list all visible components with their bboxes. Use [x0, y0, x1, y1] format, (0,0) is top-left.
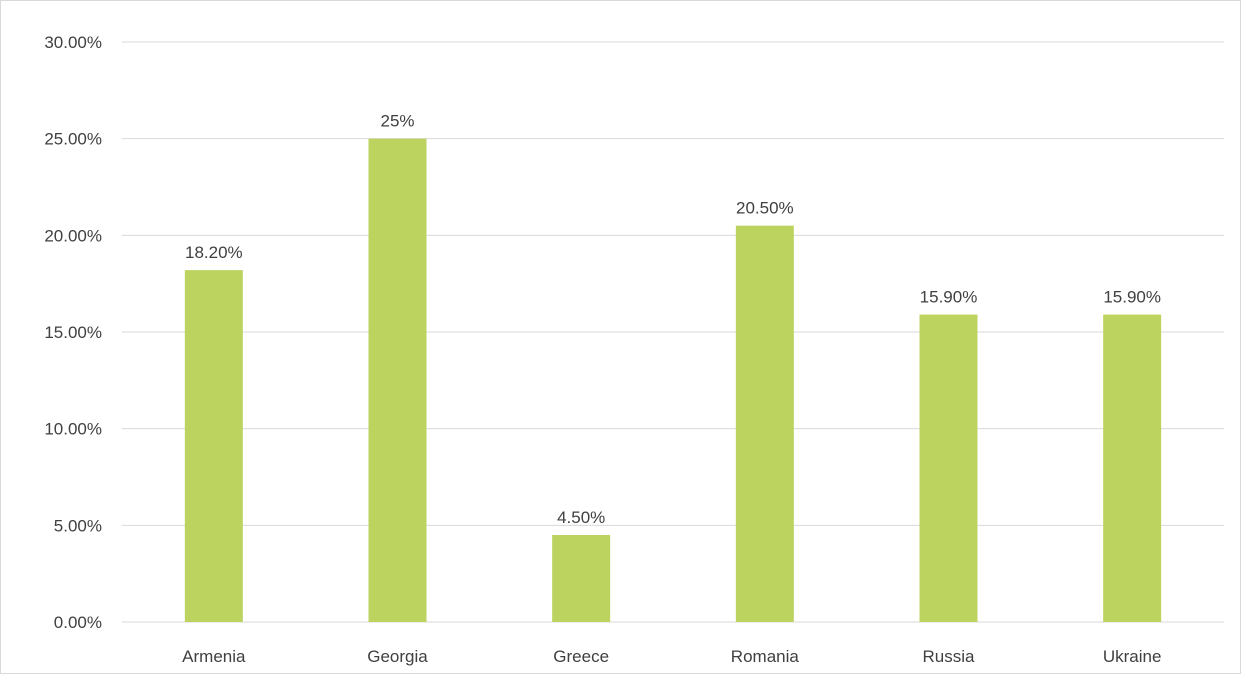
data-label-russia: 15.90% [920, 288, 978, 307]
bar-ukraine [1103, 314, 1162, 622]
bar-greece [552, 535, 611, 622]
bar-armenia [184, 270, 243, 622]
x-tick-label-russia: Russia [923, 647, 976, 666]
x-tick-label-ukraine: Ukraine [1103, 647, 1162, 666]
data-label-armenia: 18.20% [185, 243, 243, 262]
x-tick-label-georgia: Georgia [367, 647, 428, 666]
bars [184, 138, 1162, 622]
x-tick-label-romania: Romania [731, 647, 800, 666]
data-labels: 18.20% 25% 4.50% 20.50% 15.90% 15.90% [185, 112, 1161, 527]
y-tick-label: 10.00% [44, 420, 102, 439]
data-label-georgia: 25% [380, 112, 414, 131]
y-tick-label: 5.00% [54, 516, 102, 535]
y-tick-label: 20.00% [44, 226, 102, 245]
data-label-ukraine: 15.90% [1103, 288, 1161, 307]
data-label-greece: 4.50% [557, 508, 605, 527]
y-tick-label: 25.00% [44, 130, 102, 149]
x-tick-label-armenia: Armenia [182, 647, 246, 666]
bar-romania [735, 225, 794, 622]
bar-georgia [368, 138, 427, 622]
x-tick-label-greece: Greece [553, 647, 609, 666]
y-tick-label: 15.00% [44, 323, 102, 342]
data-label-romania: 20.50% [736, 199, 794, 218]
gridlines [122, 41, 1224, 623]
bar-russia [919, 314, 978, 622]
y-axis-tick-labels: 0.00% 5.00% 10.00% 15.00% 20.00% 25.00% 30.00% [44, 33, 102, 632]
y-tick-label: 30.00% [44, 33, 102, 52]
x-axis-tick-labels: Armenia Georgia Greece Romania Russia Ukraine [182, 647, 1161, 666]
y-tick-label: 0.00% [54, 613, 102, 632]
